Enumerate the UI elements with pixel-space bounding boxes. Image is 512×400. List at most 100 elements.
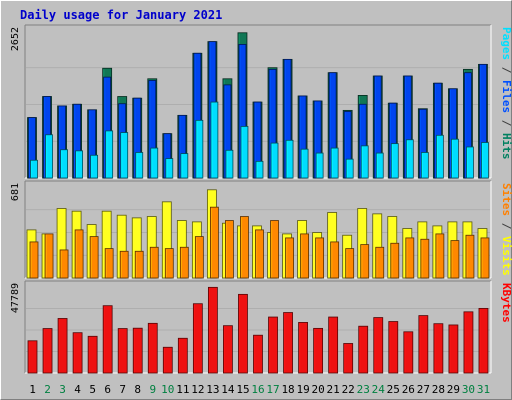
x-tick-label-day-25: 25 (387, 383, 400, 396)
bar-sites-day-23 (360, 244, 370, 279)
bar-kbytes-day-4 (72, 332, 83, 374)
bar-kbytes-day-9 (147, 322, 158, 374)
bar-kbytes-day-10 (162, 346, 173, 374)
bar-pages-day-4 (75, 150, 83, 179)
x-tick-label-day-27: 27 (417, 383, 430, 396)
bar-kbytes-day-6 (102, 305, 113, 374)
x-tick-label-day-3: 3 (59, 383, 66, 396)
legend-hits-files-pages-part-1: / (500, 60, 512, 80)
bar-pages-day-6 (105, 130, 114, 179)
x-tick-label-day-18: 18 (281, 383, 294, 396)
x-tick-label-day-19: 19 (296, 383, 309, 396)
bar-pages-day-7 (120, 132, 129, 179)
bar-sites-day-11 (179, 246, 189, 279)
x-tick-label-day-26: 26 (402, 383, 415, 396)
x-tick-label-day-29: 29 (447, 383, 460, 396)
x-tick-label-day-10: 10 (161, 383, 174, 396)
bar-pages-day-11 (180, 153, 189, 179)
bar-sites-day-7 (119, 250, 129, 279)
bar-sites-day-15 (240, 216, 249, 279)
x-tick-label-day-21: 21 (327, 383, 340, 396)
bar-pages-day-29 (451, 138, 459, 179)
x-tick-label-day-14: 14 (221, 383, 235, 396)
y-max-label-hits-files-pages: 2652 (10, 27, 21, 51)
bar-kbytes-day-15 (238, 293, 248, 374)
bar-kbytes-day-8 (132, 327, 143, 374)
y-max-label-kbytes: 47789 (10, 283, 21, 313)
bar-kbytes-day-25 (388, 321, 399, 374)
bar-pages-day-17 (270, 142, 279, 179)
legend-visits-sites-part-0: Sites (500, 183, 512, 216)
x-tick-label-day-16: 16 (251, 383, 264, 396)
legend-hits-files-pages-part-0: Pages (500, 27, 512, 60)
bar-pages-day-27 (420, 152, 429, 179)
bar-kbytes-day-31 (478, 307, 489, 374)
x-tick-label-day-24: 24 (372, 383, 386, 396)
bar-kbytes-day-23 (358, 325, 369, 374)
legend-hits-files-pages: Pages / Files / Hits (500, 27, 512, 160)
x-tick-label-day-12: 12 (191, 383, 204, 396)
bar-sites-day-2 (44, 233, 54, 279)
bar-pages-day-10 (165, 158, 174, 179)
legend-hits-files-pages-part-2: Files (500, 80, 512, 113)
bar-kbytes-day-3 (57, 318, 68, 374)
bar-pages-day-15 (240, 126, 249, 179)
bar-sites-day-1 (29, 241, 39, 279)
bar-pages-day-12 (195, 119, 204, 179)
x-tick-label-day-11: 11 (176, 383, 189, 396)
bar-sites-day-25 (390, 242, 400, 279)
x-tick-label-day-5: 5 (89, 383, 96, 396)
bar-sites-day-12 (194, 236, 204, 279)
legend-visits-sites-part-1: / (500, 216, 512, 236)
bar-kbytes-day-7 (117, 328, 128, 374)
x-tick-label-day-1: 1 (29, 383, 36, 396)
bar-sites-day-27 (420, 238, 430, 279)
bar-sites-day-16 (255, 229, 264, 279)
bar-pages-day-1 (30, 159, 38, 179)
legend-kbytes-part-0: KBytes (500, 283, 512, 323)
bar-kbytes-day-12 (192, 303, 203, 374)
bar-sites-day-21 (330, 241, 340, 279)
legend-kbytes: KBytes (500, 283, 512, 323)
bar-pages-day-14 (225, 149, 234, 179)
legend-hits-files-pages-part-4: Hits (500, 133, 512, 160)
bar-sites-day-10 (164, 248, 174, 279)
bar-pages-day-22 (345, 158, 354, 179)
x-tick-label-day-17: 17 (266, 383, 279, 396)
bar-sites-day-3 (59, 249, 69, 279)
bar-sites-day-17 (270, 220, 279, 279)
x-tick-label-day-28: 28 (432, 383, 445, 396)
bar-pages-day-18 (285, 139, 294, 179)
bar-kbytes-day-1 (27, 340, 38, 374)
bar-pages-day-24 (375, 152, 384, 179)
x-tick-label-day-8: 8 (134, 383, 141, 396)
bar-sites-day-4 (74, 229, 84, 279)
legend-visits-sites: Sites / Visits (500, 183, 512, 276)
bar-kbytes-day-18 (283, 312, 293, 374)
bar-pages-day-2 (45, 134, 53, 179)
x-tick-label-day-20: 20 (312, 383, 325, 396)
bar-pages-day-21 (330, 147, 339, 179)
legend-visits-sites-part-2: Visits (500, 236, 512, 276)
bar-kbytes-day-14 (223, 325, 233, 374)
legend-hits-files-pages-part-3: / (500, 113, 512, 133)
bar-pages-day-5 (90, 154, 99, 179)
x-tick-label-day-15: 15 (236, 383, 249, 396)
bar-pages-day-23 (360, 145, 369, 179)
bar-sites-day-6 (104, 248, 114, 279)
bar-kbytes-day-21 (328, 316, 339, 374)
bar-kbytes-day-29 (448, 324, 459, 374)
bar-pages-day-31 (481, 142, 489, 179)
x-tick-label-day-23: 23 (357, 383, 370, 396)
bar-kbytes-day-19 (298, 322, 308, 374)
bar-pages-day-16 (255, 160, 264, 179)
bar-sites-day-28 (435, 233, 445, 279)
x-tick-label-day-13: 13 (206, 383, 219, 396)
bar-kbytes-day-11 (177, 337, 188, 374)
x-tick-label-day-4: 4 (74, 383, 81, 396)
bar-sites-day-13 (209, 206, 219, 279)
bar-pages-day-19 (300, 148, 309, 179)
bar-sites-day-19 (300, 233, 309, 279)
bar-kbytes-day-13 (207, 286, 218, 374)
